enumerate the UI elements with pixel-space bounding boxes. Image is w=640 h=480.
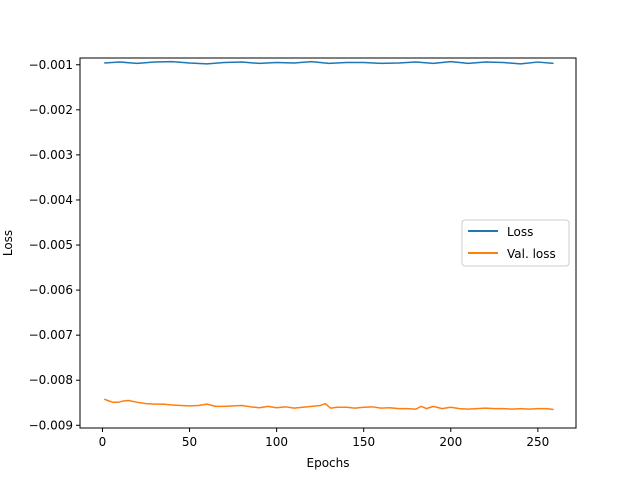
y-tick-label: −0.006 bbox=[29, 283, 73, 297]
x-tick-label: 200 bbox=[439, 435, 462, 449]
y-tick-label: −0.004 bbox=[29, 193, 73, 207]
x-tick-label: 50 bbox=[182, 435, 197, 449]
x-tick-label: 250 bbox=[526, 435, 549, 449]
plot-frame bbox=[79, 57, 577, 429]
x-tick-label: 0 bbox=[99, 435, 107, 449]
series-line-loss bbox=[104, 60, 554, 65]
x-axis-ticks: 0 50 100 150 200 250 bbox=[99, 428, 549, 449]
y-axis-ticks: −0.009 −0.008 −0.007 −0.006 −0.005 −0.004 −0.0… bbox=[29, 58, 80, 432]
legend-label-val-loss: Val. loss bbox=[507, 247, 556, 261]
y-tick-label: −0.008 bbox=[29, 373, 73, 387]
series-layer bbox=[103, 60, 554, 411]
series-line-val-loss bbox=[103, 398, 554, 411]
y-tick-label: −0.002 bbox=[29, 103, 73, 117]
legend: Loss Val. loss bbox=[461, 219, 570, 267]
y-tick-label: −0.009 bbox=[29, 418, 73, 432]
x-tick-label: 100 bbox=[265, 435, 288, 449]
y-tick-label: −0.005 bbox=[29, 238, 73, 252]
y-tick-label: −0.001 bbox=[29, 58, 73, 72]
y-tick-label: −0.007 bbox=[29, 328, 73, 342]
legend-label-loss: Loss bbox=[507, 225, 533, 239]
y-tick-label: −0.003 bbox=[29, 148, 73, 162]
y-axis-label: Loss bbox=[1, 230, 15, 256]
x-tick-label: 150 bbox=[352, 435, 375, 449]
x-axis-label: Epochs bbox=[307, 456, 350, 470]
